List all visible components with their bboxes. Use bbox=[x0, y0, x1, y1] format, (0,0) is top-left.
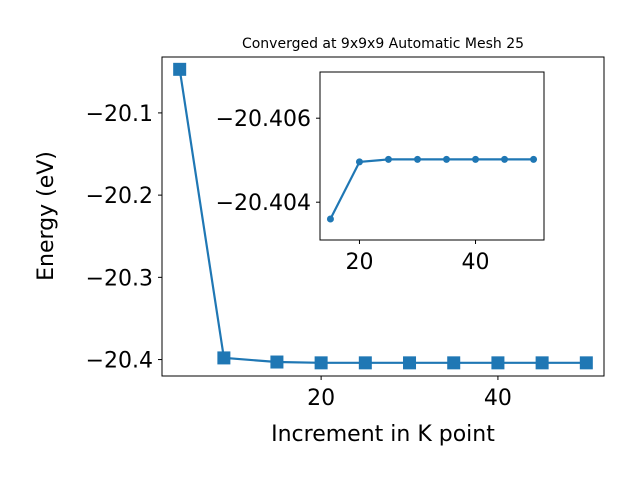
main-data-point bbox=[217, 351, 231, 365]
main-x-tick-label: 20 bbox=[307, 386, 335, 411]
inset-data-point bbox=[530, 155, 538, 163]
y-axis-label: Energy (eV) bbox=[34, 151, 59, 281]
main-x-tick-label: 40 bbox=[484, 386, 512, 411]
main-series-line bbox=[178, 69, 587, 364]
main-data-point bbox=[579, 356, 593, 370]
inset-x-tick-label: 40 bbox=[462, 250, 490, 275]
main-data-point bbox=[403, 356, 417, 370]
inset-y-tick-label: −20.404 bbox=[216, 191, 311, 216]
main-frame bbox=[161, 56, 605, 377]
inset-data-point bbox=[384, 155, 392, 163]
main-data-point bbox=[491, 356, 505, 370]
main-data-point bbox=[270, 355, 284, 369]
inset-data-point bbox=[326, 215, 334, 223]
main-data-point bbox=[535, 356, 549, 370]
inset-frame bbox=[319, 71, 545, 241]
inset-series-line bbox=[329, 158, 534, 220]
inset-data-point bbox=[443, 155, 451, 163]
x-axis-label: Increment in K point bbox=[271, 422, 495, 447]
main-data-point bbox=[447, 356, 461, 370]
inset-data-point bbox=[355, 158, 363, 166]
main-y-tick-label: −20.1 bbox=[86, 102, 153, 127]
main-y-tick-label: −20.4 bbox=[86, 349, 153, 374]
main-data-point bbox=[173, 62, 187, 76]
chart-title: Converged at 9x9x9 Automatic Mesh 25 bbox=[242, 36, 524, 52]
inset-data-point bbox=[501, 155, 509, 163]
main-data-point bbox=[314, 356, 328, 370]
main-data-point bbox=[358, 356, 372, 370]
inset-y-tick-label: −20.406 bbox=[216, 107, 311, 132]
inset-data-point bbox=[472, 155, 480, 163]
inset-plot: 20 40 −20.406 −20.404 bbox=[216, 71, 545, 275]
inset-data-point bbox=[413, 155, 421, 163]
main-plot: 20 40 −20.1 −20.2 −20.3 −20.4 bbox=[86, 56, 605, 411]
main-y-tick-label: −20.3 bbox=[86, 266, 153, 291]
inset-x-tick-label: 20 bbox=[345, 250, 373, 275]
main-y-tick-label: −20.2 bbox=[86, 184, 153, 209]
